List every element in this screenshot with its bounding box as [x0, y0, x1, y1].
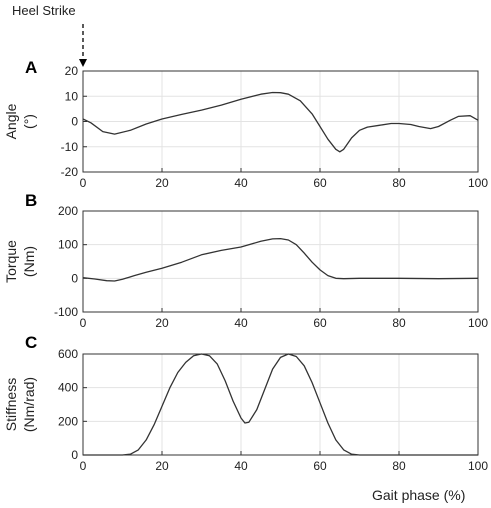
panel-letter: B [25, 191, 37, 210]
y-tick-label: 0 [71, 448, 78, 462]
x-tick-label: 60 [313, 176, 327, 190]
series-line [82, 237, 479, 282]
x-tick-label: 40 [234, 459, 248, 473]
x-tick-label: 60 [313, 459, 327, 473]
y-tick-label: 600 [58, 347, 78, 361]
y-axis-unit-label: (°) [21, 114, 37, 129]
x-tick-label: 100 [468, 316, 488, 330]
y-tick-label: 100 [58, 238, 78, 252]
x-tick-label: 80 [392, 316, 406, 330]
x-axis-label: Gait phase (%) [372, 487, 465, 503]
panel-a: 0 20 40 60 80 100 -20 -10 0 10 20 A Angle (°) [3, 58, 488, 190]
panel-letter: A [25, 58, 37, 77]
x-tick-label: 0 [80, 176, 87, 190]
y-axis-unit-label: (Nm/rad) [21, 377, 37, 432]
x-tick-label: 20 [155, 316, 169, 330]
x-tick-label: 100 [468, 176, 488, 190]
x-tick-label: 0 [80, 459, 87, 473]
y-tick-label: 20 [65, 64, 79, 78]
y-tick-label: -10 [61, 140, 79, 154]
y-axis-label: Angle [3, 103, 19, 139]
y-tick-label: 200 [58, 414, 78, 428]
x-tick-label: 60 [313, 316, 327, 330]
x-tick-label: 20 [155, 459, 169, 473]
x-tick-label: 40 [234, 316, 248, 330]
y-axis-unit-label: (Nm) [21, 246, 37, 277]
y-axis-label: Torque [3, 240, 19, 283]
x-tick-label: 0 [80, 316, 87, 330]
y-tick-label: 0 [71, 115, 78, 129]
series-line [82, 91, 479, 153]
y-tick-label: 10 [65, 89, 79, 103]
panel-letter: C [25, 333, 37, 352]
x-tick-label: 40 [234, 176, 248, 190]
y-tick-label: 200 [58, 204, 78, 218]
x-tick-label: 20 [155, 176, 169, 190]
panel-c: 0 20 40 60 80 100 0 200 400 600 C Stiffness (Nm/rad) [3, 333, 488, 473]
y-axis-label: Stiffness [3, 378, 19, 431]
y-tick-label: 400 [58, 381, 78, 395]
x-tick-label: 80 [392, 459, 406, 473]
y-tick-label: -100 [54, 305, 78, 319]
axes-box [82, 210, 479, 313]
heel-strike-label: Heel Strike [12, 3, 76, 18]
heel-strike-arrowhead [79, 59, 87, 67]
y-tick-label: 0 [71, 271, 78, 285]
y-tick-label: -20 [61, 165, 79, 179]
series-line [83, 353, 478, 456]
x-tick-label: 80 [392, 176, 406, 190]
axes-box [82, 353, 479, 456]
x-tick-label: 100 [468, 459, 488, 473]
